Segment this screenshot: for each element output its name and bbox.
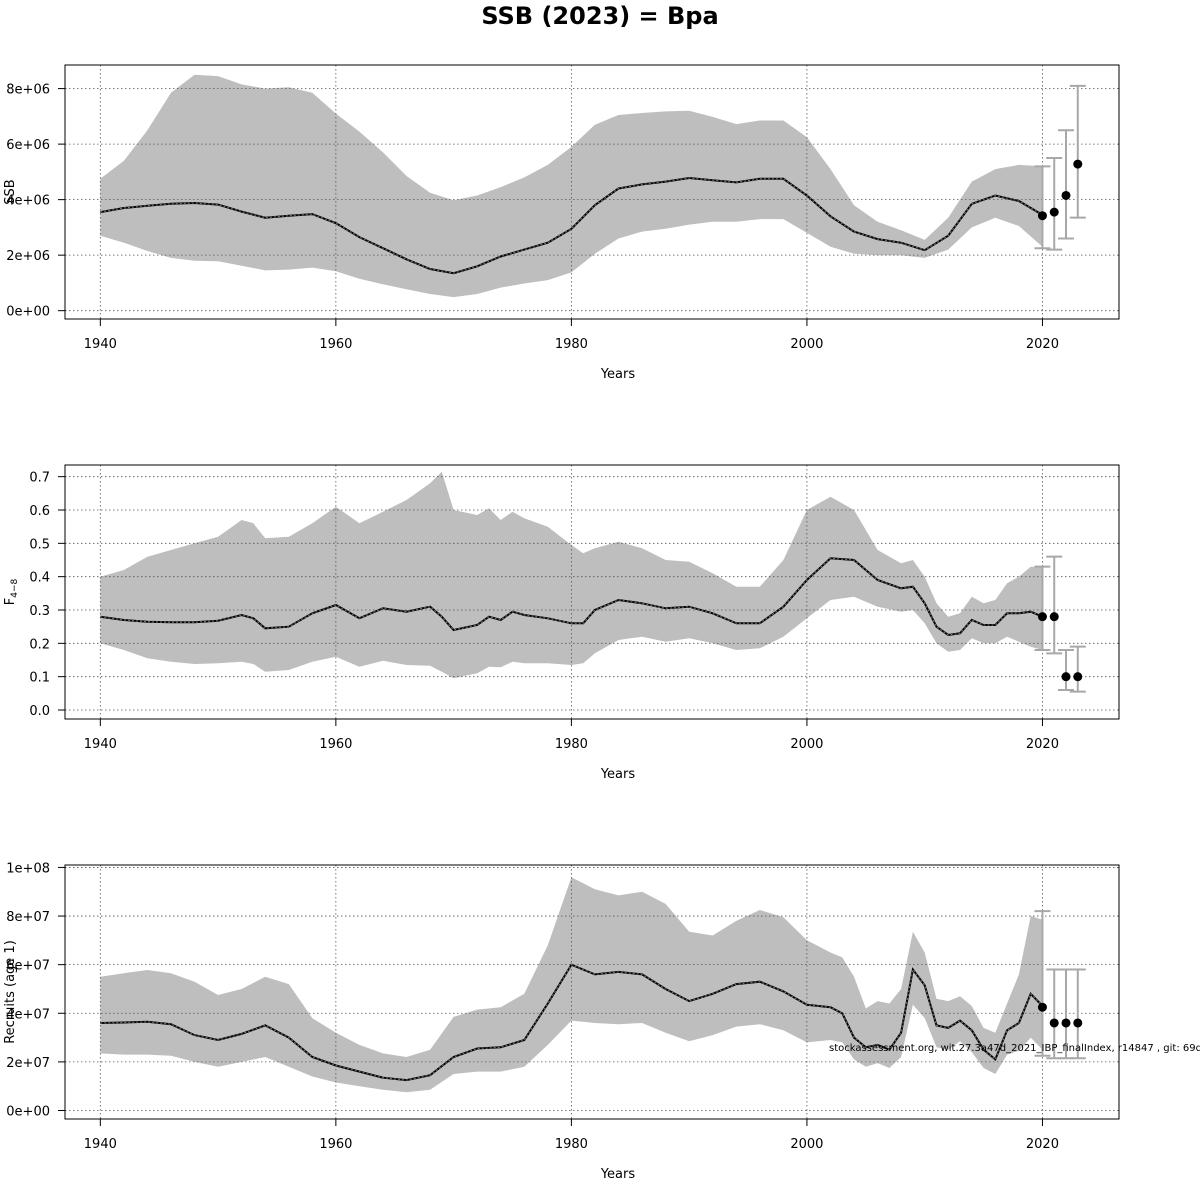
y-tick-label: 8e+07 [6,910,50,925]
x-tick-label: 1980 [555,1137,588,1152]
y-tick-label: 0.0 [29,704,50,719]
x-tick-label: 1960 [319,737,352,752]
y-tick-label: 0e+00 [6,305,50,320]
forecast-point [1061,190,1071,200]
estimate-line-dash [100,964,1043,1081]
y-tick-label: 0.4 [29,571,50,586]
forecast-point [1061,672,1071,682]
x-tick-label: 2020 [1026,337,1059,352]
x-tick-label: 1960 [319,337,352,352]
y-tick-label: 0.2 [29,637,50,652]
forecast-point [1073,159,1083,169]
forecast-point [1037,211,1047,221]
x-tick-label: 2000 [790,737,823,752]
y-tick-label: 1e+08 [6,861,50,876]
plot-frame [64,464,1120,720]
x-axis-label: Years [600,1167,636,1182]
y-tick-label: 6e+07 [6,959,50,974]
forecast-point [1073,672,1083,682]
y-tick-label: 0.5 [29,537,50,552]
forecast-point [1049,612,1059,622]
y-tick-label: 0e+00 [6,1104,50,1119]
estimate-line-dash [100,557,1043,636]
x-tick-label: 1960 [319,1137,352,1152]
y-tick-label: 4e+07 [6,1007,50,1022]
y-axis-label: F4−8 [3,578,20,605]
forecast-point [1037,612,1047,622]
credit-text: stockassessment.org, wit.27.3a47d_2021_I… [829,1043,1200,1054]
y-tick-label: 6e+06 [6,138,50,153]
x-tick-label: 2020 [1026,1137,1059,1152]
x-tick-label: 2000 [790,1137,823,1152]
x-tick-label: 1940 [84,337,117,352]
y-tick-label: 0.1 [29,671,50,686]
plot-frame [64,64,1120,320]
x-tick-label: 1980 [555,737,588,752]
y-tick-label: 2e+07 [6,1056,50,1071]
confidence-band [100,877,1043,1093]
x-tick-label: 1940 [84,737,117,752]
estimate-line-dash [100,177,1043,274]
forecast-point [1049,207,1059,217]
forecast-point [1049,1018,1059,1028]
forecast-point [1061,1018,1071,1028]
y-tick-label: 0.7 [29,471,50,486]
y-axis-label: SSB [3,179,18,204]
plot-frame [64,864,1120,1120]
chart-title: SSB (2023) = Bpa [481,2,719,30]
panel-ssb: 1940 1960 1980 2000 2020 0e+00 2e+06 4e+06 6e+06… [3,64,1120,382]
y-axis-label-subscript: 4−8 [10,578,20,597]
x-tick-label: 2000 [790,337,823,352]
y-tick-label: 4e+06 [6,194,50,209]
x-tick-label: 1940 [84,1137,117,1152]
x-tick-label: 1980 [555,337,588,352]
panel-fbar: 1940 1960 1980 2000 2020 0.0 0.1 0.2 0.3 0.4 0.5 0.… [3,464,1120,782]
forecast-point [1037,1002,1047,1012]
x-axis-label: Years [600,767,636,782]
confidence-band [100,471,1043,679]
y-tick-label: 0.6 [29,504,50,519]
y-axis-label: Recruits (age 1) [3,940,18,1044]
x-tick-label: 2020 [1026,737,1059,752]
x-axis-label: Years [600,367,636,382]
y-tick-label: 2e+06 [6,249,50,264]
y-tick-label: 0.3 [29,604,50,619]
forecast-point [1073,1018,1083,1028]
y-tick-label: 8e+06 [6,83,50,98]
panel-recruits: 1940 1960 1980 2000 2020 0e+00 2e+07 4e+07 6e+07… [3,861,1120,1182]
